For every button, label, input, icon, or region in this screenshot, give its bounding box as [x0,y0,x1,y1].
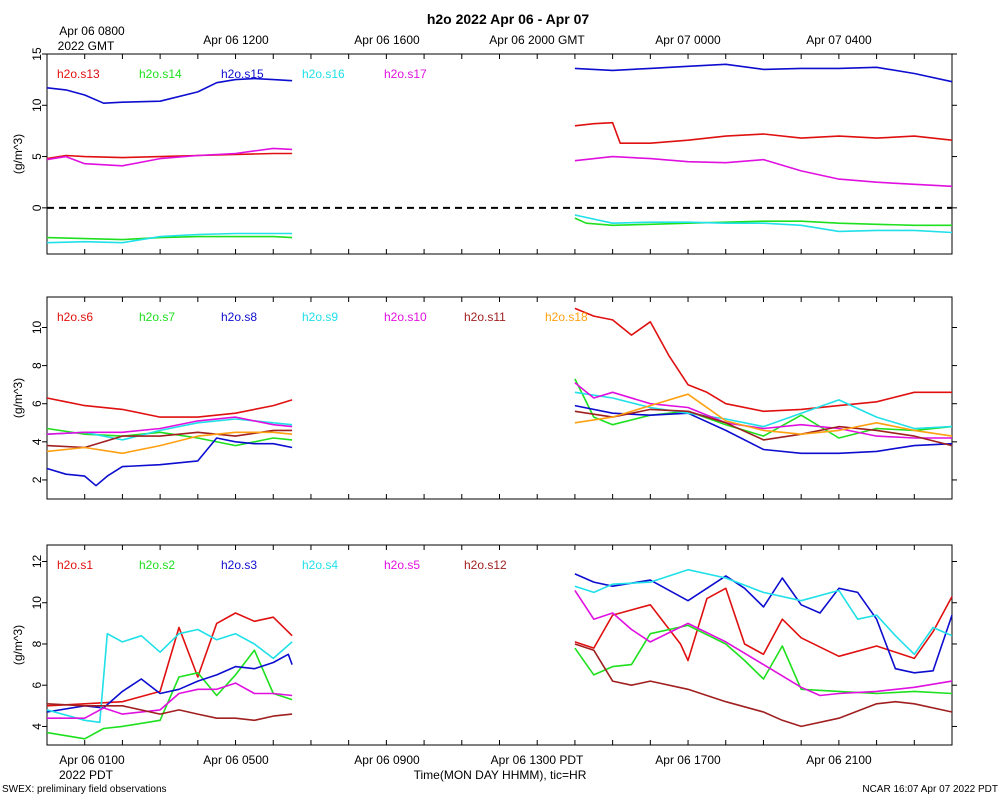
legend-label-h2o-s9: h2o.s9 [302,310,338,324]
top-axis-label-5: Apr 07 0400 [806,33,872,47]
bottom-axis-label-0: Apr 06 0100 [59,753,125,767]
legend-label-h2o-s18: h2o.s18 [545,310,588,324]
bottom-axis-year: 2022 PDT [59,768,114,782]
series-line-h2o-s14 [574,217,952,227]
series-line-h2o-s13 [46,152,293,160]
top-axis-label-3: Apr 06 2000 GMT [489,33,585,47]
series-line-h2o-s7 [574,378,953,439]
series-line-h2o-s9 [46,418,293,441]
legend-label-h2o-s17: h2o.s17 [384,67,427,81]
y-tick-label: 10 [30,596,44,610]
y-tick-label: 4 [30,723,44,730]
series-line-h2o-s8 [574,404,953,455]
legend-label-h2o-s6: h2o.s6 [57,310,93,324]
series-line-h2o-s5 [574,589,953,697]
footer-right: NCAR 16:07 Apr 07 2022 PDT [862,784,998,795]
legend-label-h2o-s3: h2o.s3 [221,558,257,572]
bottom-axis-label-3: Apr 06 1300 PDT [491,753,584,767]
series-line-h2o-s4 [574,568,953,656]
legend-label-h2o-s12: h2o.s12 [464,558,507,572]
legend-label-h2o-s8: h2o.s8 [221,310,257,324]
series-line-h2o-s11 [46,429,293,449]
series-line-h2o-s3 [574,573,953,674]
legend-label-h2o-s11: h2o.s11 [464,310,506,324]
top-axis-label-0: Apr 06 0800 [59,24,125,38]
y-tick-label: 8 [30,640,44,647]
series-line-h2o-s18 [574,393,953,437]
legend-label-h2o-s2: h2o.s2 [139,558,175,572]
series-line-h2o-s18 [46,431,293,455]
series-line-h2o-s4 [46,628,293,724]
panel-3-ylabel: (g/m^3) [11,625,25,665]
series-line-h2o-s16 [46,232,293,244]
y-tick-label: 12 [30,555,44,569]
panel-2-ylabel: (g/m^3) [11,378,25,418]
bottom-axis-label-5: Apr 06 2100 [806,753,872,767]
series-line-h2o-s11 [574,408,953,447]
legend-label-h2o-s1: h2o.s1 [57,558,93,572]
series-line-h2o-s12 [46,703,293,722]
legend-label-h2o-s5: h2o.s5 [384,558,420,572]
y-tick-label: 10 [30,320,44,334]
panel-2-frame [46,296,953,500]
y-tick-label: 5 [30,153,44,160]
series-line-h2o-s2 [46,649,293,740]
series-line-h2o-s5 [47,682,293,720]
legend-label-h2o-s7: h2o.s7 [139,310,175,324]
top-axis-label-4: Apr 07 0000 [655,33,721,47]
series-line-h2o-s14 [46,235,293,241]
y-tick-label: 6 [30,682,44,689]
footer-left: SWEX: preliminary field observations [2,784,167,795]
bottom-axis-label-4: Apr 06 1700 [655,753,721,767]
y-tick-label: 4 [30,438,44,445]
top-axis-label-1: Apr 06 1200 [203,33,269,47]
bottom-axis-label-1: Apr 06 0500 [203,753,269,767]
series-line-h2o-s16 [574,214,953,234]
series-line-h2o-s6 [574,307,952,413]
legend-label-h2o-s10: h2o.s10 [384,310,427,324]
legend-label-h2o-s13: h2o.s13 [57,67,100,81]
y-tick-label: 15 [30,47,44,61]
series-line-h2o-s1 [574,587,953,662]
series-line-h2o-s9 [574,391,953,430]
panel-1-ylabel: (g/m^3) [11,134,25,174]
y-tick-label: 10 [30,98,44,112]
chart-title: h2o 2022 Apr 06 - Apr 07 [427,11,590,27]
legend-label-h2o-s16: h2o.s16 [302,67,345,81]
series-line-h2o-s15 [574,63,953,83]
series-line-h2o-s12 [574,643,953,728]
series-line-h2o-s17 [46,147,293,167]
x-axis-title: Time(MON DAY HHMM), tic=HR [414,768,587,782]
y-tick-label: 6 [30,400,44,407]
legend-label-h2o-s15: h2o.s15 [221,67,264,81]
series-line-h2o-s15 [46,77,293,104]
legend-label-h2o-s4: h2o.s4 [302,558,338,572]
series-line-h2o-s8 [46,437,293,487]
y-tick-label: 8 [30,362,44,369]
top-axis-year: 2022 GMT [58,39,115,53]
series-line-h2o-s17 [574,155,953,188]
top-axis-label-2: Apr 06 1600 [354,33,420,47]
y-tick-label: 0 [30,204,44,211]
series-line-h2o-s13 [574,121,953,144]
series-line-h2o-s6 [46,397,293,418]
bottom-axis-label-2: Apr 06 0900 [354,753,420,767]
panel-1-frame [46,53,953,255]
legend-label-h2o-s14: h2o.s14 [139,67,182,81]
y-tick-label: 2 [30,476,44,483]
series-line-h2o-s10 [46,416,293,435]
series-line-h2o-s7 [46,427,293,447]
